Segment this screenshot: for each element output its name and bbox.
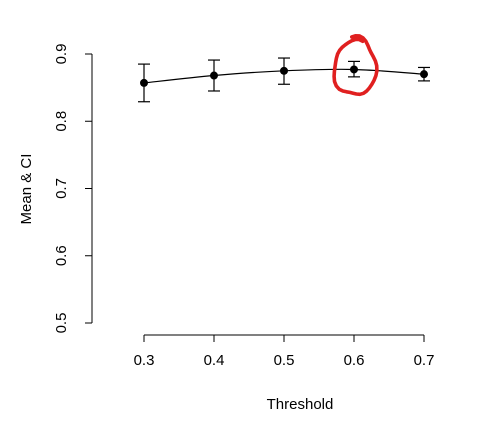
y-axis: 0.5 0.6 0.7 0.8 0.9 — [53, 44, 93, 334]
y-tick-label: 0.5 — [53, 313, 70, 334]
x-tick-label: 0.6 — [344, 352, 365, 369]
hand-drawn-circle-annotation — [332, 34, 379, 97]
data-point — [140, 78, 148, 87]
data-point — [210, 71, 218, 80]
error-bars — [138, 57, 430, 103]
y-tick-label: 0.9 — [53, 44, 70, 65]
x-tick-label: 0.7 — [414, 352, 435, 369]
x-axis-label: Threshold — [267, 396, 334, 413]
y-tick-label: 0.7 — [53, 178, 70, 199]
data-point — [420, 70, 428, 79]
annotation-group — [332, 34, 379, 97]
y-tick-label: 0.8 — [53, 111, 70, 132]
x-tick-label: 0.5 — [274, 352, 295, 369]
y-axis-label: Mean & CI — [18, 154, 35, 225]
x-tick-label: 0.3 — [134, 352, 155, 369]
data-point — [350, 65, 358, 74]
x-tick-label: 0.4 — [204, 352, 225, 369]
x-axis: 0.3 0.4 0.5 0.6 0.7 — [134, 334, 435, 369]
data-points — [140, 65, 428, 87]
data-point — [280, 66, 288, 75]
y-tick-label: 0.6 — [53, 245, 70, 266]
